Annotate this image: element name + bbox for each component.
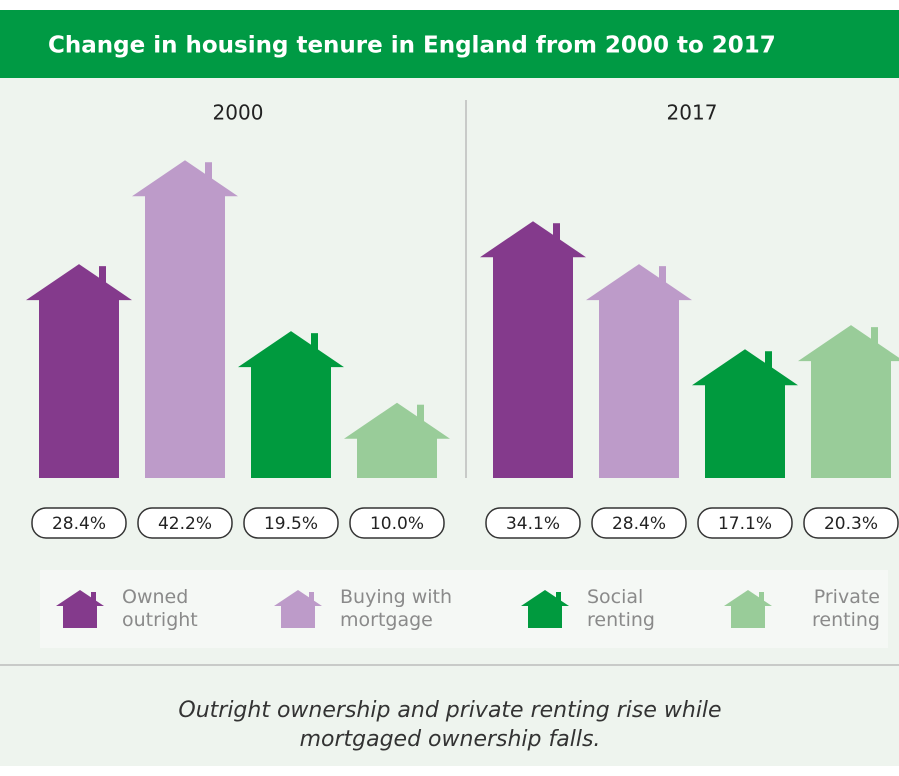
chimney [553,223,560,248]
chimney [659,266,666,291]
house-bar [692,349,798,478]
header-band [0,10,899,78]
group-label: 2017 [667,101,718,125]
legend-icon [274,590,322,628]
legend-icon [56,590,104,628]
chimney [765,351,772,376]
value-label: 42.2% [158,514,212,534]
value-label: 19.5% [264,514,318,534]
legend-label: Buying with mortgage [340,586,453,631]
value-pill [485,507,581,539]
value-label: 17.1% [718,514,772,534]
house-bar [132,160,238,478]
value-pill [31,507,127,539]
house-bar [480,221,586,479]
chimney [311,333,318,358]
caption: Outright ownership and private renting r… [178,698,722,752]
group-label: 2000 [213,101,264,125]
value-label: 28.4% [612,514,666,534]
legend-label: Owned outright [122,586,198,631]
value-pill [349,507,445,539]
value-label: 28.4% [52,514,106,534]
house-bar [26,264,132,478]
house-bar [586,264,692,478]
legend-label: Social renting [587,586,655,631]
value-pill [803,507,899,539]
chimney [417,404,424,429]
house-bar [344,402,450,478]
value-pill [591,507,687,539]
value-label: 10.0% [370,514,424,534]
chimney [871,327,878,352]
value-label: 20.3% [824,514,878,534]
value-pill [243,507,339,539]
legend-icon [724,590,772,628]
chimney [205,162,212,187]
value-label: 34.1% [506,514,560,534]
legend-label: Private renting [812,586,880,631]
legend-icon [521,590,569,628]
chart-title: Change in housing tenure in England from… [48,33,776,59]
chimney [99,266,106,291]
house-bar [238,331,344,478]
value-pill [137,507,233,539]
house-bar [798,325,899,478]
value-pill [697,507,793,539]
